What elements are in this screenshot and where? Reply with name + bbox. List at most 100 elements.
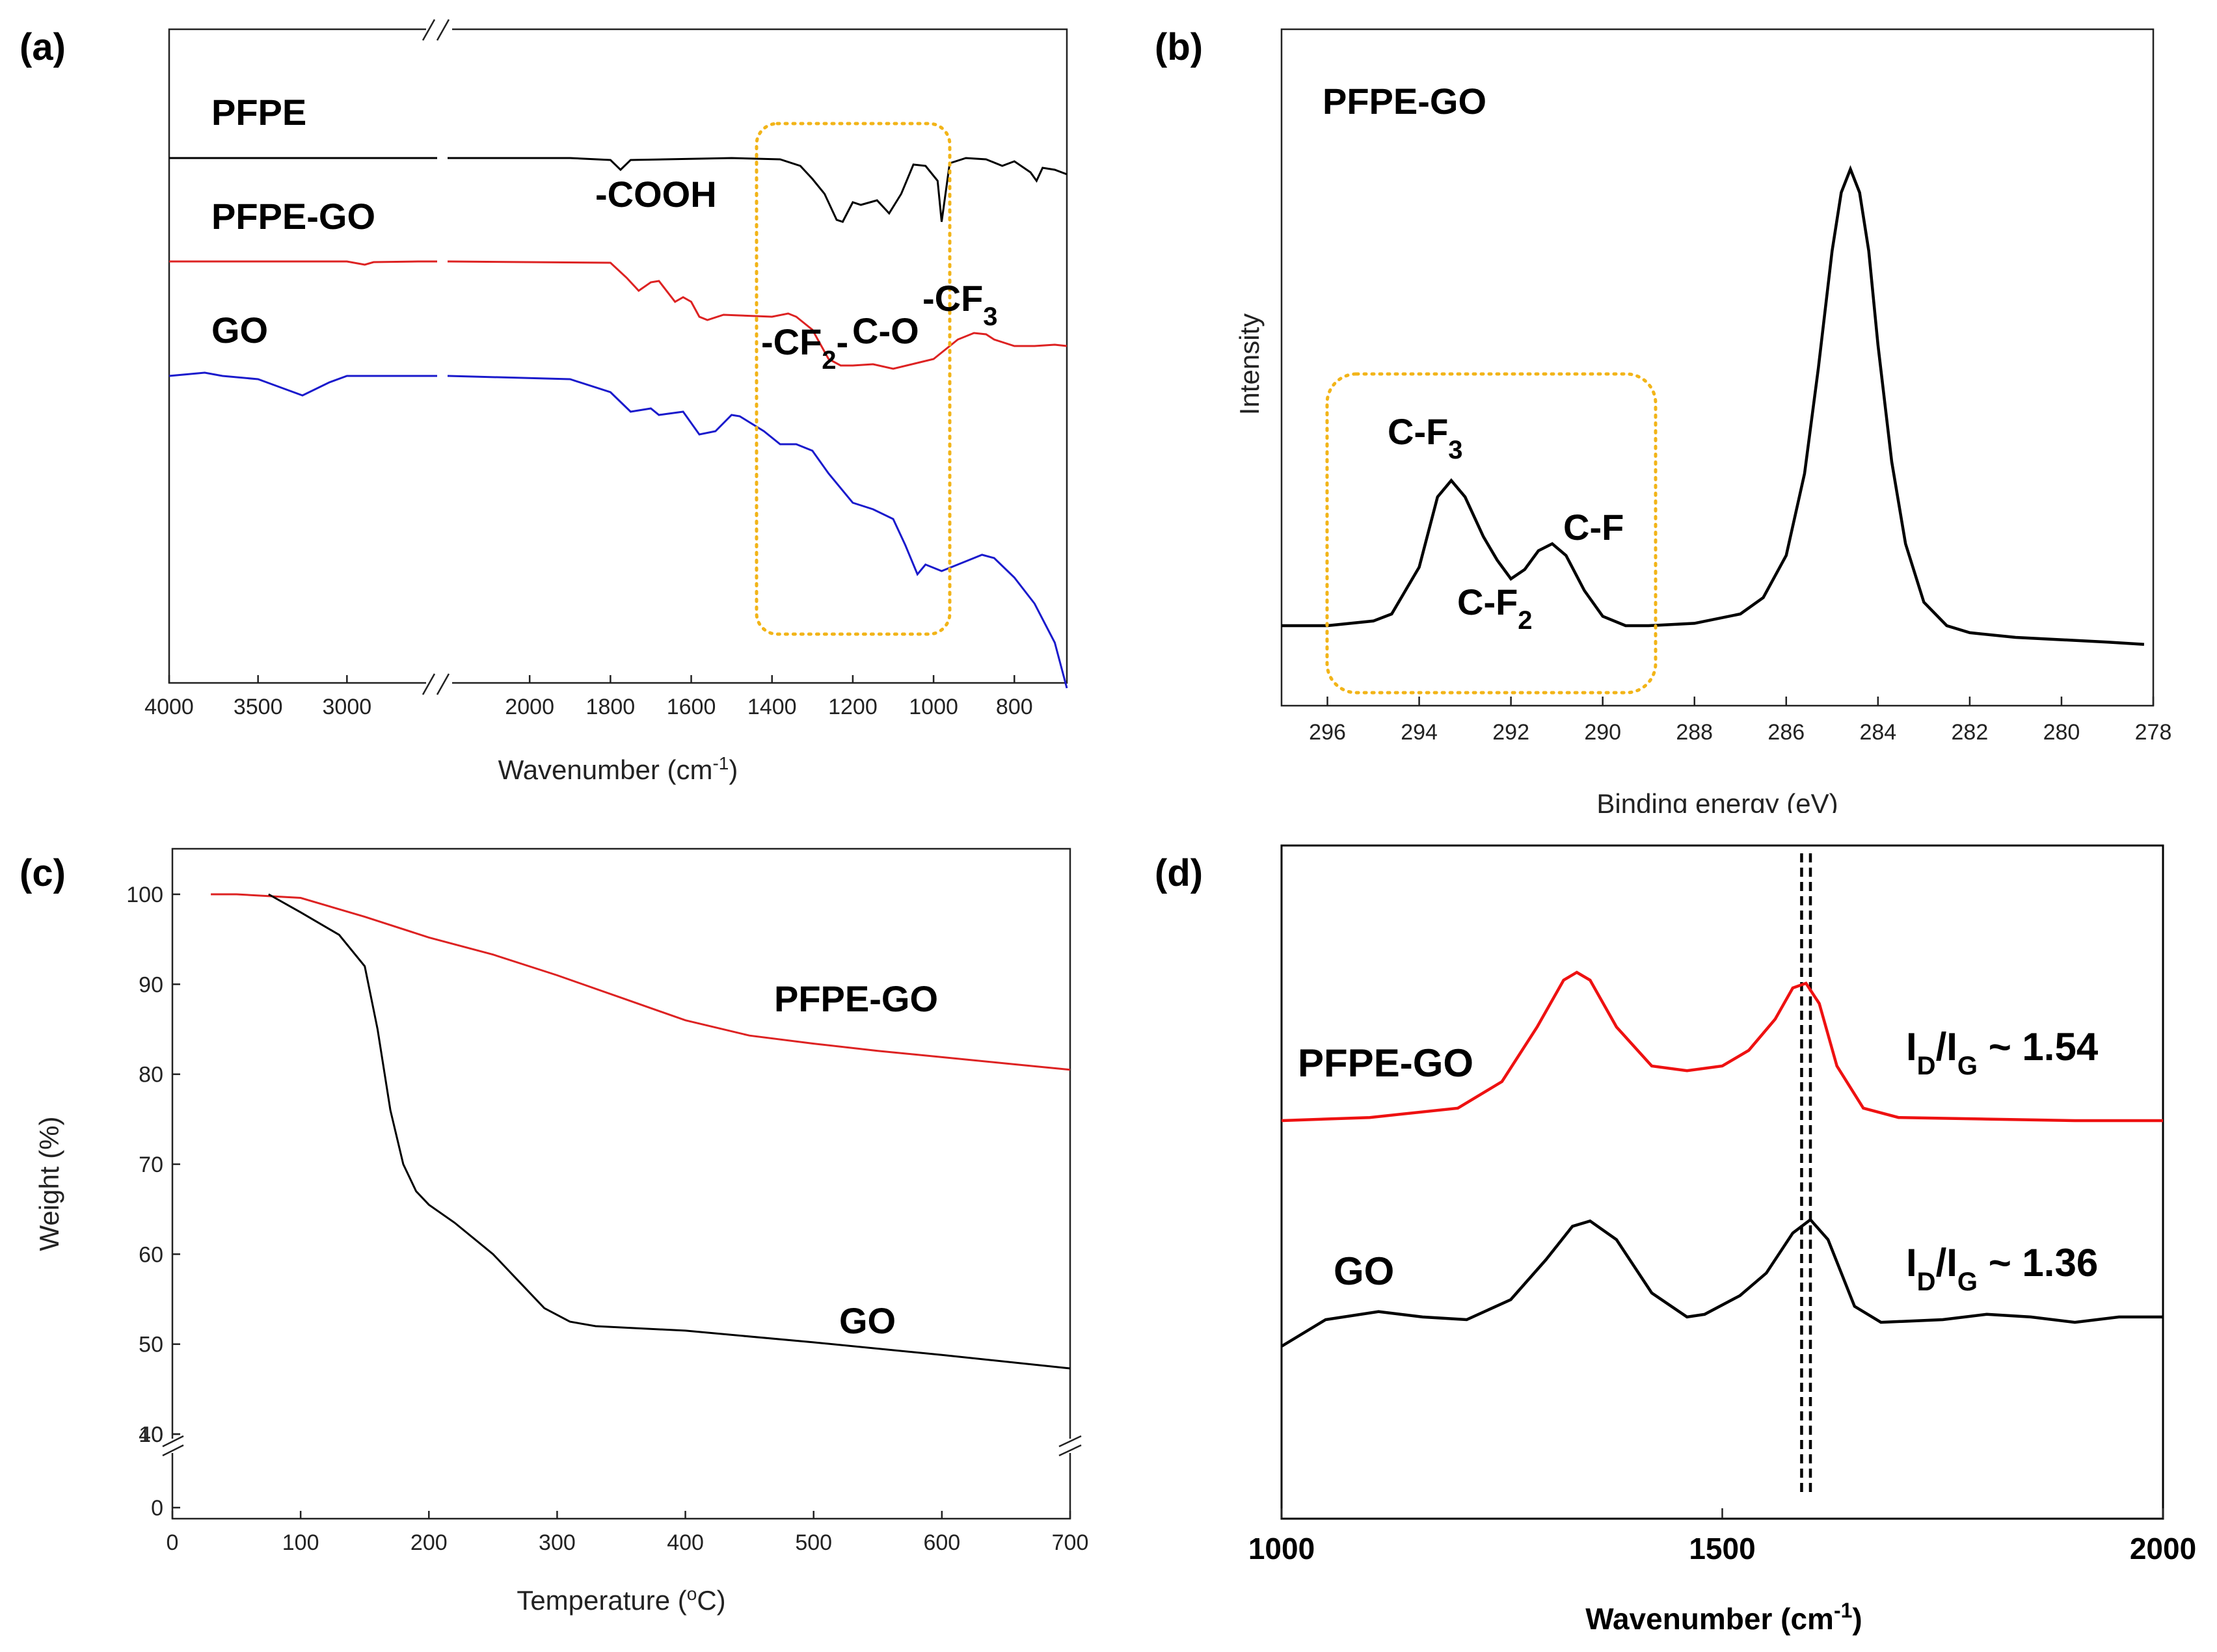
panel-c-y-axis-label: Weight (%) — [34, 1117, 64, 1251]
panel-a-xtick-4000-label: 4000 — [144, 695, 194, 719]
panel-b-series-c1s — [1282, 165, 2145, 646]
panel-c-xtick-100-label: 100 — [282, 1530, 319, 1555]
panel-c-ytick-50-label: 50 — [139, 1333, 163, 1357]
panel-d-xtick-1500-label: 1500 — [1689, 1532, 1755, 1565]
panel-d-x-axis-label: Wavenumber (cm-1) — [1585, 1599, 1862, 1636]
panel-d-label-pfpe-go: PFPE-GO — [1298, 1041, 1473, 1085]
panel-c-axis-break-left — [162, 1435, 184, 1457]
panel-c-label-go: GO — [839, 1300, 896, 1341]
panel-d-xtick-1000-label: 1000 — [1248, 1532, 1315, 1565]
panel-a-annotation-cf2: -CF2- — [761, 321, 848, 375]
panel-d-label-go: GO — [1334, 1249, 1394, 1293]
panel-b-xtick-278-label: 278 — [2135, 720, 2172, 745]
panel-b-xtick-296-label: 296 — [1309, 720, 1346, 745]
panel-a-xtick-2000-label: 2000 — [505, 695, 554, 719]
panel-d-frame — [1280, 844, 2164, 1520]
panel-d-series-pfpe-go — [1281, 970, 2163, 1123]
panel-c-series-pfpe-go — [211, 893, 1071, 1071]
panel-d-series-go — [1280, 1218, 2163, 1348]
panel-c-xtick-0-label: 0 — [167, 1530, 179, 1555]
panel-b-label: (b) — [1155, 26, 1203, 68]
panel-a-xtick-800-label: 800 — [996, 695, 1033, 719]
panel-b-annotation-cf3: C-F3 — [1388, 411, 1463, 464]
panel-a-series-pfpe-go — [169, 260, 1068, 370]
panel-a-annotation-cooh: -COOH — [595, 174, 717, 215]
panel-b-xtick-290-label: 290 — [1584, 720, 1621, 745]
panel-a-xtick-1400-label: 1400 — [747, 695, 797, 719]
panel-b-clip — [1282, 784, 2153, 813]
panel-a-series — [168, 157, 1068, 689]
panel-c-axis-break-right — [1058, 1435, 1082, 1457]
panel-b-annotation-cf2: C-F2 — [1457, 581, 1533, 635]
panel-a-label-pfpe-go: PFPE-GO — [211, 196, 375, 237]
panel-b-xtick-280-label: 280 — [2043, 720, 2080, 745]
panel-a-x-axis-label: Wavenumber (cm-1) — [498, 753, 738, 786]
panel-d-ticks: 1000 1500 2000 — [1248, 1508, 2196, 1565]
panel-a-xtick-3500-label: 3500 — [234, 695, 283, 719]
panel-a-xtick-1600-label: 1600 — [667, 695, 716, 719]
panel-a: (a) 4000 3500 3000 2000 1800 1600 1400 1200 1000… — [20, 19, 1068, 786]
panel-b-label-cutoff — [1282, 813, 2153, 839]
panel-a-highlight-box — [755, 122, 952, 636]
panel-a-label-pfpe: PFPE — [211, 92, 306, 133]
panel-c-xtick-300-label: 300 — [539, 1530, 576, 1555]
panel-a-xtick-1200-label: 1200 — [828, 695, 878, 719]
panel-c-ytick-90-label: 90 — [139, 972, 163, 997]
panel-a-annotation-cf3: -CF3 — [922, 278, 998, 331]
panel-b: (b) 296 294 292 290 288 286 284 282 280 278 PFPE-… — [1155, 26, 2171, 839]
panel-b-xtick-284-label: 284 — [1859, 720, 1896, 745]
panel-c-ytick-80-label: 80 — [139, 1063, 163, 1087]
panel-a-annotation-co: C-O — [852, 310, 919, 351]
panel-b-title: PFPE-GO — [1323, 81, 1486, 122]
panel-a-label: (a) — [20, 26, 66, 68]
panel-c-xtick-200-label: 200 — [410, 1530, 448, 1555]
panel-c-ytick-60-label: 60 — [139, 1242, 163, 1267]
panel-d-series — [1280, 970, 2163, 1348]
panel-a-axis-break-top — [422, 19, 452, 41]
panel-b-xtick-294-label: 294 — [1401, 720, 1438, 745]
panel-a-series-go — [168, 371, 1068, 689]
panel-d-xtick-2000-label: 2000 — [2130, 1532, 2196, 1565]
panel-c-xtick-700-label: 700 — [1052, 1530, 1089, 1555]
panel-a-xtick-3000-label: 3000 — [323, 695, 372, 719]
panel-a-series-gap — [437, 130, 448, 403]
panel-a-label-go: GO — [211, 310, 268, 351]
panel-b-ticks: 296 294 292 290 288 286 284 282 280 278 — [1309, 697, 2171, 745]
panel-a-frame — [168, 28, 1068, 684]
panel-b-highlight-box — [1325, 372, 1658, 695]
panel-c-x-axis-label: Temperature (oC) — [517, 1584, 725, 1616]
panel-b-xtick-282-label: 282 — [1952, 720, 1989, 745]
panel-b-frame — [1280, 28, 2155, 707]
panel-d: (d) 1000 1500 2000 PFPE-GO GO ID/IG ~ 1.54… — [1155, 844, 2196, 1636]
panel-c-series — [211, 893, 1071, 1370]
panel-c-frame — [171, 847, 1071, 1520]
panel-a-axis-break-bottom — [422, 673, 452, 695]
panel-b-xtick-288-label: 288 — [1676, 720, 1713, 745]
panel-b-annotation-cf: C-F — [1563, 507, 1624, 548]
panel-b-xtick-292-label: 292 — [1492, 720, 1529, 745]
panel-c-xtick-400-label: 400 — [667, 1530, 704, 1555]
panel-a-series-pfpe — [169, 157, 1068, 223]
panel-c-ytick-0-label: 0 — [151, 1496, 163, 1521]
panel-c-series-go — [268, 893, 1071, 1370]
panel-d-label: (d) — [1155, 852, 1203, 894]
panel-c-ytick-100-label: 100 — [126, 883, 163, 907]
panel-b-series — [1282, 165, 2145, 646]
panel-c-ytick-40-label: 40 — [139, 1422, 163, 1447]
panel-c-xtick-500-label: 500 — [795, 1530, 832, 1555]
panel-a-xtick-1800-label: 1800 — [586, 695, 636, 719]
panel-a-ticks: 4000 3500 3000 2000 1800 1600 1400 1200 1000 800 — [144, 675, 1033, 719]
panel-a-xtick-1000-label: 1000 — [909, 695, 958, 719]
panel-c-label: (c) — [20, 852, 66, 894]
panel-c-ytick-70-label: 70 — [139, 1152, 163, 1177]
panel-d-dashed-lines — [1800, 853, 1812, 1495]
panel-c-ytick-10-label: 10 — [139, 1422, 163, 1447]
panel-c-label-pfpe-go: PFPE-GO — [774, 978, 938, 1019]
panel-b-y-axis-label: Intensity — [1234, 313, 1265, 415]
panel-d-annotation-go-ratio: ID/IG ~ 1.36 — [1906, 1241, 2098, 1296]
panel-b-xtick-286-label: 286 — [1767, 720, 1805, 745]
panel-d-annotation-pfpe-go-ratio: ID/IG ~ 1.54 — [1906, 1025, 2099, 1080]
